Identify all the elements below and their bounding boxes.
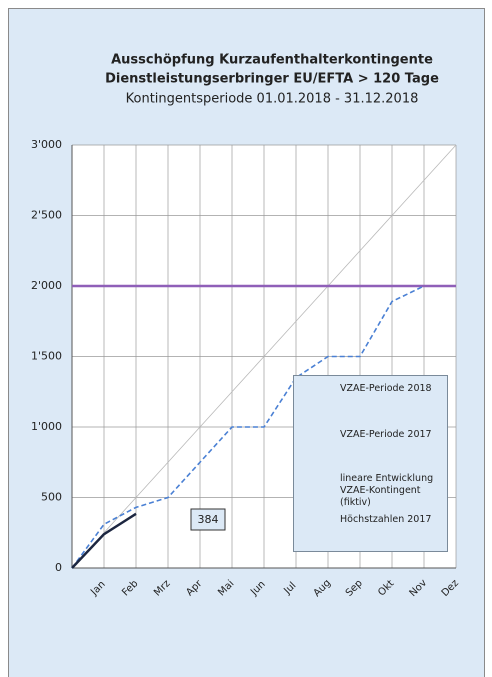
y-tick-label: 1'000	[31, 420, 62, 433]
legend-label: VZAE-Periode 2017	[340, 429, 432, 440]
y-tick-label: 0	[55, 561, 62, 574]
y-tick-label: 2'500	[31, 209, 62, 222]
y-tick-label: 500	[41, 491, 62, 504]
chart-subtitle: Kontingentsperiode 01.01.2018 - 31.12.20…	[126, 92, 419, 107]
y-tick-label: 3'000	[31, 138, 62, 151]
y-tick-label: 2'000	[31, 279, 62, 292]
legend-label: Höchstzahlen 2017	[340, 514, 432, 525]
legend-label: VZAE-Periode 2018	[340, 383, 432, 394]
series-line	[71, 144, 457, 569]
annotation-box	[190, 508, 226, 531]
chart-title: Ausschöpfung Kurzaufenthalterkontingente	[111, 53, 433, 68]
legend-label: lineare Entwicklung VZAE-Kontingent (fik…	[340, 473, 434, 508]
y-tick-label: 1'500	[31, 350, 62, 363]
series-line	[71, 512, 137, 569]
chart-title: Dienstleistungserbringer EU/EFTA > 120 T…	[105, 72, 439, 87]
legend	[293, 375, 448, 552]
data-label: 384	[198, 513, 219, 526]
series-line	[71, 285, 425, 569]
